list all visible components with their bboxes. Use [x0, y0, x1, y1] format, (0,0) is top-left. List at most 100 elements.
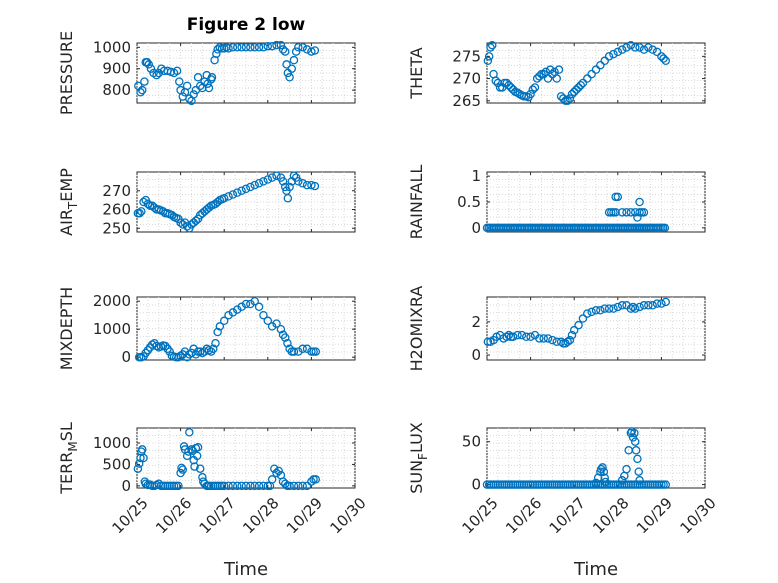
data-point [539, 334, 548, 343]
data-point [504, 330, 514, 340]
y-tick-label: 0 [121, 348, 131, 366]
data-point [652, 47, 662, 57]
data-point [294, 177, 303, 186]
data-point [487, 40, 497, 50]
data-point [506, 83, 516, 92]
data-point [285, 481, 294, 491]
data-point [135, 208, 144, 218]
data-point [254, 302, 264, 312]
data-point [600, 56, 609, 66]
data-point [267, 475, 277, 484]
data-point [237, 302, 246, 312]
data-point [202, 344, 212, 354]
data-point [617, 476, 627, 485]
data-point [178, 220, 188, 229]
data-point [237, 481, 246, 491]
data-point [250, 296, 259, 306]
data-point [233, 481, 242, 491]
data-point [622, 208, 631, 217]
data-point [617, 301, 627, 310]
data-point [635, 302, 644, 312]
data-point [152, 70, 161, 80]
data-point [307, 477, 316, 486]
data-point [289, 171, 299, 180]
data-point [250, 43, 259, 52]
data-point [278, 45, 288, 54]
data-point [233, 188, 242, 197]
data-points [483, 40, 671, 106]
data-point [644, 43, 653, 52]
data-point [532, 74, 542, 83]
data-point [644, 301, 653, 310]
data-point [294, 481, 303, 491]
x-tick-label: 10/29 [283, 494, 326, 537]
data-point [193, 443, 203, 452]
data-point [635, 197, 644, 207]
data-point [548, 69, 557, 79]
data-point [276, 324, 286, 334]
y-tick-label: 800 [102, 81, 131, 99]
x-axis-label: Time [573, 559, 618, 580]
data-point [613, 192, 623, 202]
data-point [307, 47, 316, 56]
data-point [185, 94, 194, 103]
data-point [263, 316, 273, 326]
x-tick-label: 10/27 [546, 494, 589, 537]
data-point [237, 43, 246, 52]
data-point [219, 481, 229, 491]
data-point [572, 85, 581, 94]
y-axis-label: RAINFALL [407, 165, 426, 240]
y-axis-label: TERRMSL [57, 422, 80, 495]
data-point [630, 428, 639, 438]
data-point [622, 464, 631, 474]
data-point [587, 69, 596, 79]
data-point [596, 464, 606, 474]
data-point [613, 47, 623, 57]
data-point [609, 304, 618, 313]
data-point [513, 330, 522, 340]
data-point [526, 89, 535, 99]
data-point [241, 184, 251, 194]
panel-2: 265 270 275 THETA [407, 40, 706, 110]
data-point [583, 74, 592, 83]
data-point [274, 466, 283, 476]
panel-5: 0 1000 2000 MIXDEPTH [57, 287, 356, 370]
data-point [563, 337, 572, 347]
data-point [574, 320, 583, 330]
y-tick-label: 260 [102, 201, 131, 219]
data-point [600, 304, 609, 313]
y-tick-label: 1 [471, 167, 481, 185]
data-point [136, 453, 145, 463]
data-point [212, 49, 221, 58]
data-point [280, 182, 290, 192]
data-point [207, 73, 217, 82]
y-tick-label: 500 [102, 455, 131, 473]
data-point [263, 175, 273, 184]
data-point [272, 319, 281, 328]
data-point [535, 334, 544, 343]
data-point [661, 297, 671, 307]
data-point [569, 87, 579, 97]
data-point [611, 208, 620, 217]
data-point [136, 88, 145, 97]
data-point [142, 58, 152, 67]
data-point [298, 481, 307, 491]
data-points [483, 297, 671, 348]
data-point [543, 74, 553, 83]
data-point [195, 81, 205, 91]
data-point [167, 210, 177, 220]
data-point [272, 171, 281, 180]
data-point [545, 65, 555, 74]
data-point [639, 45, 649, 54]
data-point [648, 45, 657, 54]
data-point [182, 222, 192, 231]
data-point [556, 92, 566, 101]
data-point [246, 299, 255, 309]
data-point [617, 45, 627, 54]
x-tick-label: 10/30 [676, 494, 719, 537]
data-point [182, 81, 192, 91]
data-point [278, 177, 288, 186]
data-point [502, 332, 511, 342]
data-point [289, 347, 299, 356]
